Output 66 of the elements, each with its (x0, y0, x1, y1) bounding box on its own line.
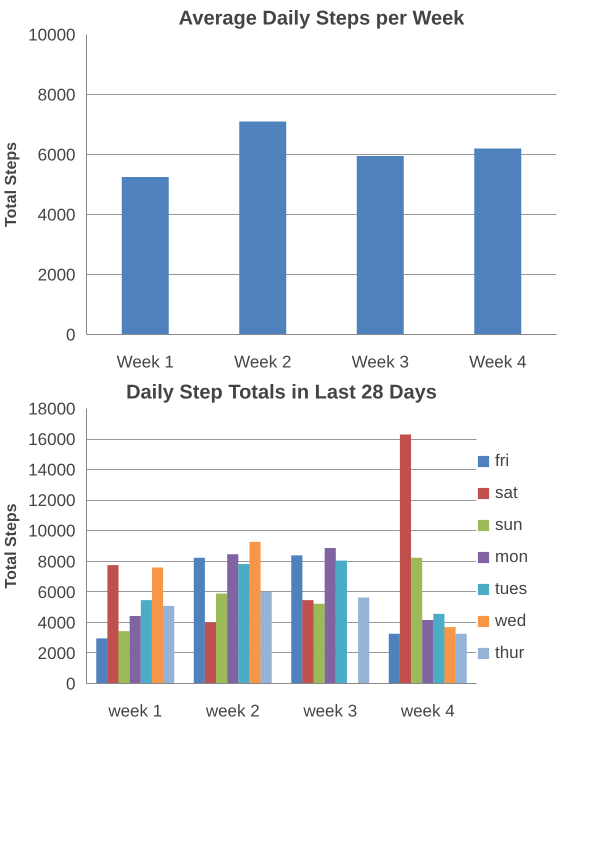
bar (122, 177, 169, 334)
bar (422, 620, 434, 684)
bar (216, 594, 228, 684)
x-tick-label: week 3 (302, 702, 358, 720)
bar (194, 558, 205, 684)
x-tick-label: week 2 (204, 702, 260, 720)
bar (444, 627, 456, 684)
bar (163, 606, 174, 684)
legend-label: sun (495, 515, 522, 535)
y-tick-label: 16000 (28, 430, 76, 450)
bar (291, 555, 302, 684)
y-tick-label: 4000 (38, 613, 76, 632)
bar (239, 122, 286, 334)
y-tick-label: 0 (66, 326, 76, 344)
x-tick-label: Week 1 (116, 352, 174, 372)
bar (249, 542, 261, 684)
y-tick-label: 6000 (38, 582, 76, 602)
y-tick-label: 2000 (38, 644, 76, 663)
legend-label: tues (495, 579, 528, 599)
bar (314, 604, 325, 684)
bar (324, 548, 336, 684)
bar (388, 634, 400, 684)
bar (336, 560, 347, 684)
bar (118, 631, 130, 684)
legend-label: thur (495, 643, 524, 663)
bar (260, 592, 272, 684)
x-tick-label: week 4 (400, 702, 455, 720)
y-tick-label: 2000 (38, 266, 76, 284)
bar (204, 622, 216, 684)
bar (358, 597, 370, 684)
chart-title: Daily Step Totals in Last 28 Days (126, 382, 437, 404)
y-tick-label: 8000 (38, 86, 76, 104)
bar (433, 614, 444, 684)
y-tick-label: 0 (66, 674, 76, 694)
x-tick-label: week 1 (107, 702, 162, 720)
bar (302, 600, 314, 684)
x-tick-label: Week 4 (469, 352, 526, 372)
chart-title: Average Daily Steps per Week (178, 8, 466, 30)
bar (130, 616, 141, 684)
bar (356, 156, 404, 334)
y-tick-label: 12000 (28, 491, 76, 510)
legend-label: wed (495, 611, 526, 631)
x-tick-label: Week 3 (352, 352, 409, 372)
x-tick-label: Week 2 (234, 352, 292, 372)
bar (456, 634, 467, 684)
bar (474, 148, 522, 334)
y-tick-label: 10000 (28, 26, 76, 44)
legend-label: fri (495, 451, 510, 471)
bar (400, 434, 412, 684)
bar (238, 564, 250, 684)
bar (152, 568, 164, 684)
legend-label: sat (495, 483, 518, 503)
y-tick-label: 10000 (28, 522, 76, 541)
legend-label: mon (495, 547, 528, 567)
y-tick-label: 18000 (28, 400, 76, 418)
y-axis-title: Total Steps (3, 142, 20, 228)
y-tick-label: 6000 (38, 146, 76, 164)
bar (107, 565, 119, 684)
bar (411, 558, 422, 684)
bar (96, 638, 108, 684)
y-axis-title: Total Steps (3, 503, 20, 589)
y-tick-label: 4000 (38, 206, 76, 224)
bar (227, 554, 238, 684)
y-tick-label: 14000 (28, 460, 76, 480)
bar (140, 600, 152, 684)
y-tick-label: 8000 (38, 552, 76, 572)
